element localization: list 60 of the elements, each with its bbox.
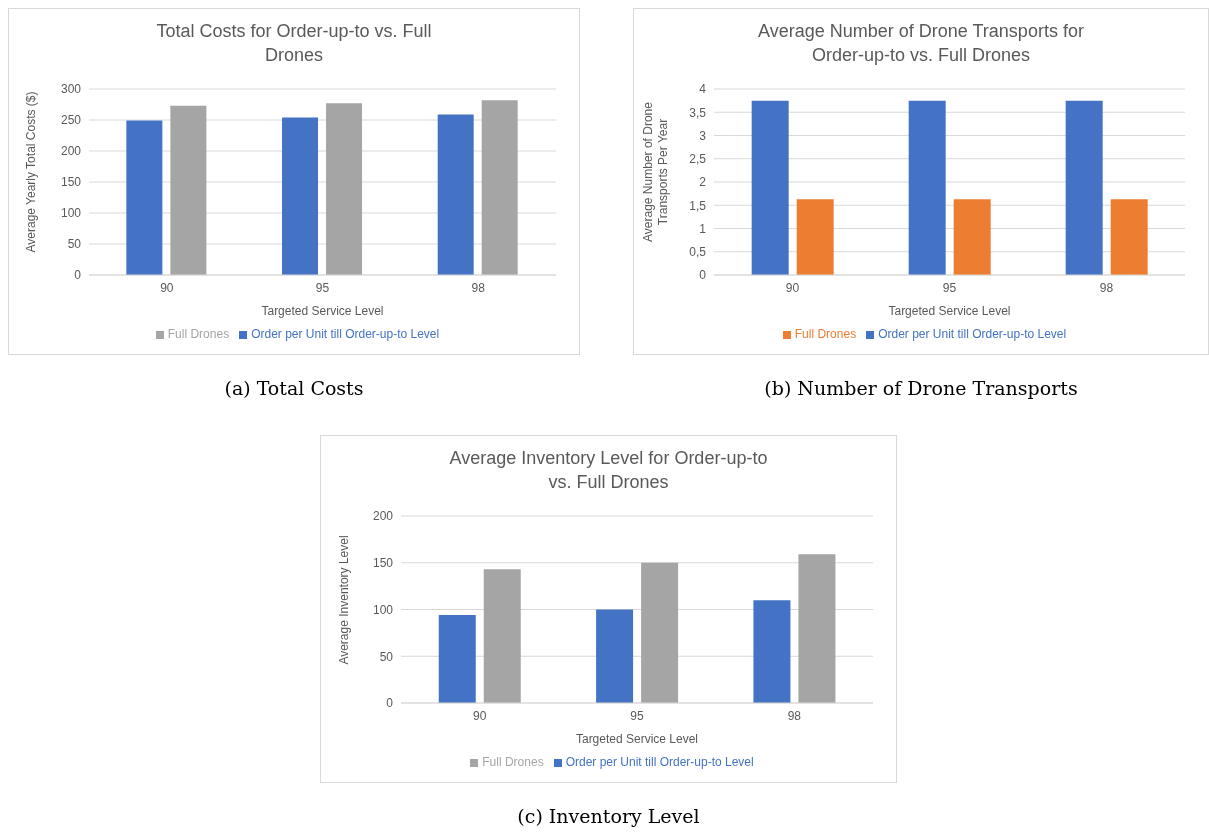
x-tick-label: 98 <box>1099 280 1114 295</box>
y-tick-label: 2,5 <box>689 152 707 167</box>
y-tick-label: 4 <box>699 82 707 97</box>
text: (b) Number of Drone Transports <box>763 377 1079 399</box>
chart-title: Average Inventory Level for Order-up-to vs. Full Drones <box>448 447 769 494</box>
y-tick-label: 0 <box>699 268 707 283</box>
y-tick-label: 100 <box>372 602 394 617</box>
x-tick-label: 90 <box>472 708 487 723</box>
text: (a) Total Costs <box>223 377 365 399</box>
y-tick-label: 50 <box>67 237 82 252</box>
y-tick-label: 50 <box>379 649 394 664</box>
y-tick-label: 0 <box>74 268 82 283</box>
y-axis-title: Average Yearly Total Costs ($) <box>23 91 39 253</box>
x-axis-title: Targeted Service Level <box>575 732 699 746</box>
y-tick-label: 3,5 <box>689 105 707 120</box>
x-tick-label: 98 <box>787 708 802 723</box>
legend-label: Full Drones <box>167 327 230 341</box>
y-tick-label: 0,5 <box>689 245 707 260</box>
x-tick-label: 95 <box>630 708 644 723</box>
bar <box>483 569 521 703</box>
bar <box>641 562 679 703</box>
x-tick-label: 90 <box>160 280 174 295</box>
y-tick-label: 150 <box>60 175 82 190</box>
x-tick-label: 95 <box>942 280 957 295</box>
y-tick-label: 100 <box>60 206 82 221</box>
y-tick-label: 1 <box>699 221 707 236</box>
bar <box>596 609 634 703</box>
bar <box>438 615 476 703</box>
chart-title: Average Number of Drone Transports for Order-up-to vs. Full Drones <box>757 20 1085 67</box>
y-axis-title: Average Inventory Level <box>335 534 351 665</box>
bar <box>798 554 836 703</box>
bar <box>326 103 363 275</box>
text: (c) Inventory Level <box>516 805 701 827</box>
y-tick-label: 300 <box>60 82 82 97</box>
legend-label: Full Drones <box>794 327 857 341</box>
x-tick-label: 90 <box>785 280 800 295</box>
chart-title: Total Costs for Order-up-to vs. Full Drones <box>155 20 433 67</box>
y-tick-label: 1,5 <box>689 198 707 213</box>
y-tick-label: 150 <box>372 556 394 571</box>
x-tick-label: 95 <box>315 280 330 295</box>
bar <box>753 600 791 703</box>
x-axis-title: Targeted Service Level <box>261 304 384 318</box>
x-axis-title: Targeted Service Level <box>888 304 1011 318</box>
y-tick-label: 200 <box>372 509 394 524</box>
bar <box>282 117 319 275</box>
x-tick-label: 98 <box>471 280 486 295</box>
y-axis-title: Average Number of Drone Transports Per Year <box>641 101 671 244</box>
y-tick-label: 2 <box>699 175 707 190</box>
legend-label: Order per Unit till Order-up-to Level <box>565 755 754 769</box>
y-tick-label: 3 <box>699 128 707 143</box>
y-tick-label: 0 <box>386 696 394 711</box>
y-tick-label: 250 <box>60 113 82 128</box>
bar <box>126 120 163 275</box>
legend-label: Order per Unit till Order-up-to Level <box>251 327 440 341</box>
legend-label: Order per Unit till Order-up-to Level <box>878 327 1067 341</box>
bar <box>437 114 474 275</box>
bar <box>481 100 518 275</box>
legend-label: Full Drones <box>482 755 544 769</box>
bar <box>170 105 207 275</box>
y-tick-label: 200 <box>60 144 82 159</box>
